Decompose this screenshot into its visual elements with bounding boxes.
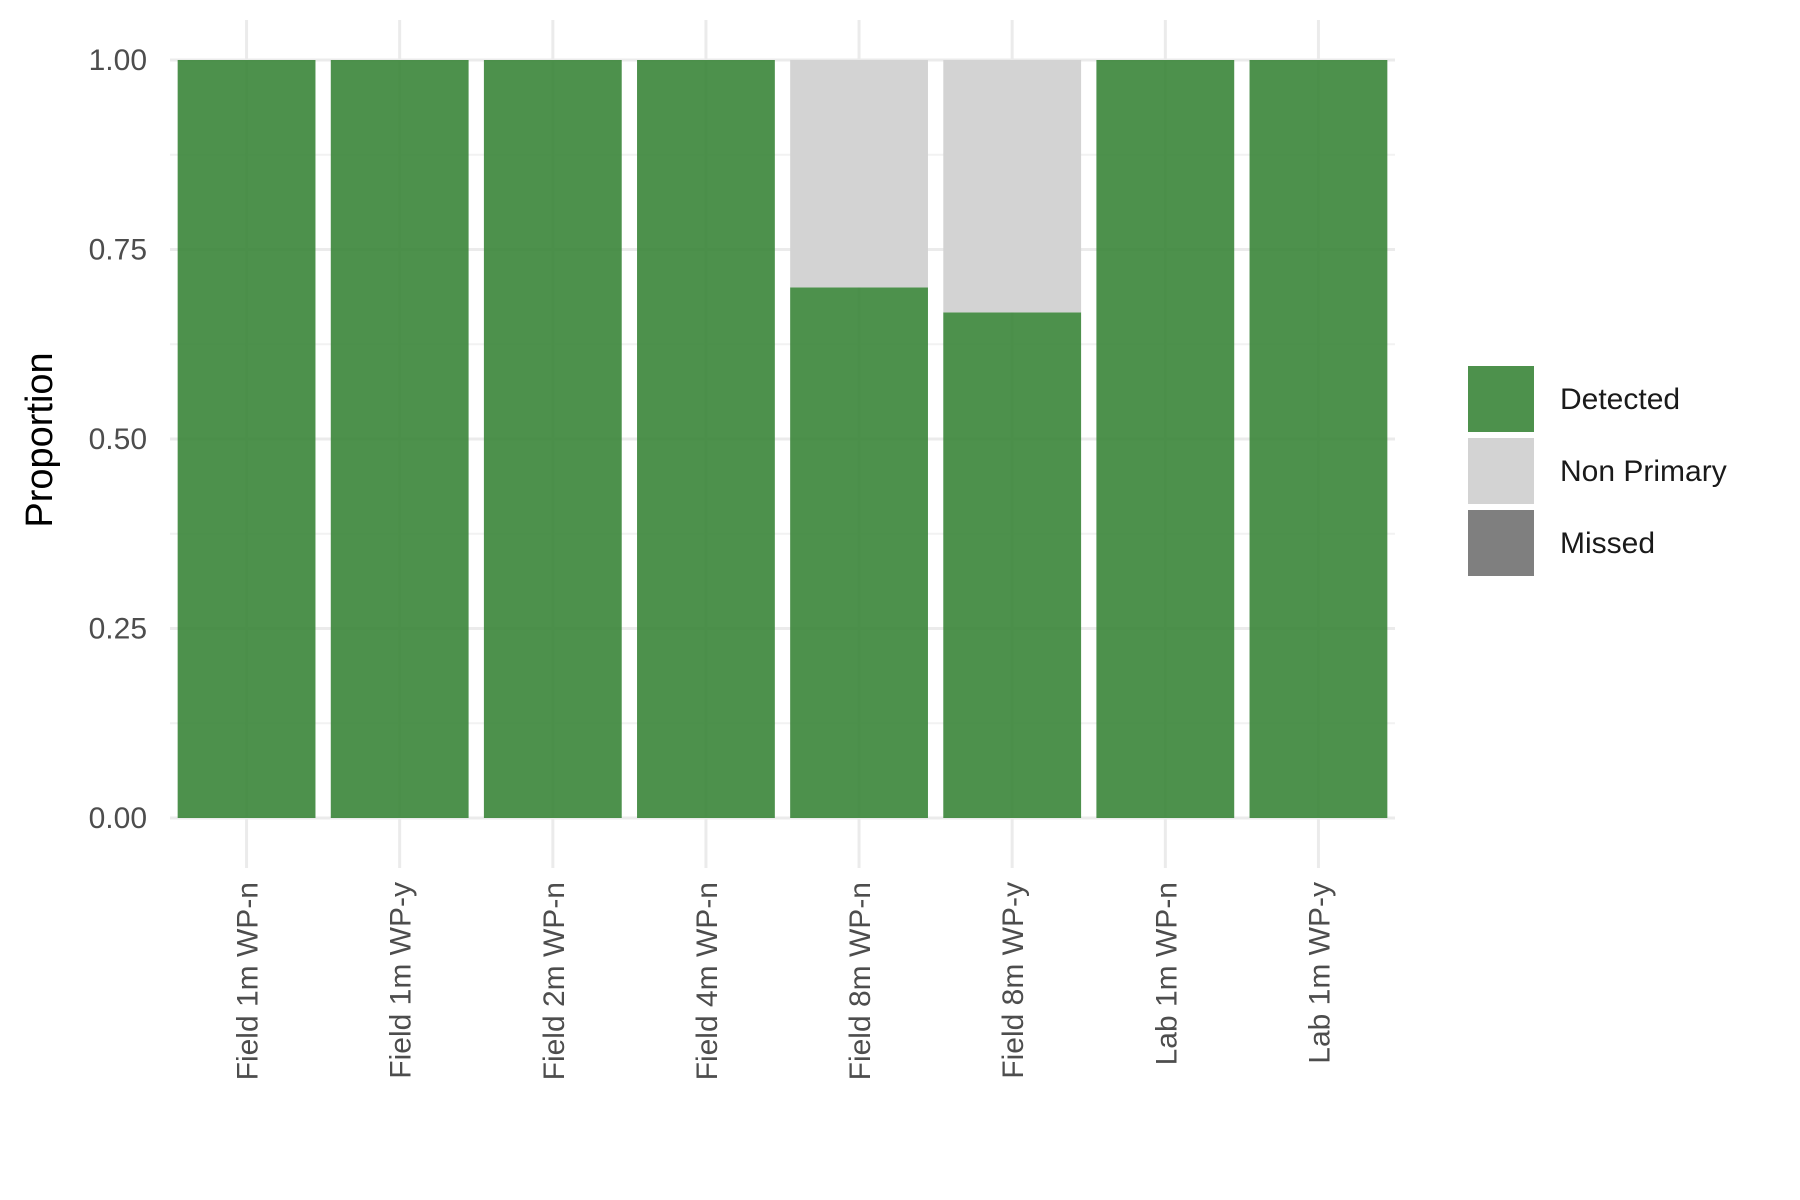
y-tick-label: 0.25 — [89, 613, 147, 646]
bars — [177, 60, 1388, 818]
y-axis-title: Proportion — [19, 352, 61, 527]
x-tick-labels: Field 1m WP-n Field 1m WP-y Field 2m WP-n F… — [232, 882, 1337, 1080]
x-tick-label: Field 2m WP-n — [538, 882, 571, 1080]
y-tick-label: 1.00 — [89, 44, 147, 77]
bar-segment-detected — [790, 287, 928, 818]
bar-segment-detected — [943, 312, 1082, 818]
bar-segment-detected — [637, 60, 775, 818]
bar-segment-detected — [1096, 60, 1235, 818]
bar-segment-detected — [1249, 60, 1388, 818]
legend-key-detected — [1468, 366, 1534, 432]
bar-segment-detected — [330, 60, 469, 818]
legend: Detected Non Primary Missed — [1468, 366, 1727, 576]
x-tick-label: Lab 1m WP-n — [1150, 882, 1183, 1065]
y-tick-label: 0.00 — [89, 802, 147, 835]
bar-segment-non-primary — [943, 60, 1082, 313]
y-tick-labels: 0.00 0.25 0.50 0.75 1.00 — [89, 44, 147, 835]
legend-label: Missed — [1560, 527, 1655, 560]
legend-key-non-primary — [1468, 438, 1534, 504]
legend-label: Detected — [1560, 383, 1680, 416]
x-tick-label: Lab 1m WP-y — [1303, 882, 1336, 1064]
bar-segment-non-primary — [790, 60, 928, 288]
x-tick-label: Field 8m WP-y — [997, 882, 1030, 1079]
legend-key-missed — [1468, 510, 1534, 576]
x-tick-label: Field 1m WP-y — [385, 882, 418, 1079]
legend-label: Non Primary — [1560, 455, 1727, 488]
x-tick-label: Field 1m WP-n — [232, 882, 265, 1080]
bar-segment-detected — [177, 60, 316, 818]
x-tick-label: Field 8m WP-n — [844, 882, 877, 1080]
y-tick-label: 0.75 — [89, 234, 147, 267]
x-tick-label: Field 4m WP-n — [691, 882, 724, 1080]
bar-segment-detected — [483, 60, 622, 818]
y-tick-label: 0.50 — [89, 423, 147, 456]
